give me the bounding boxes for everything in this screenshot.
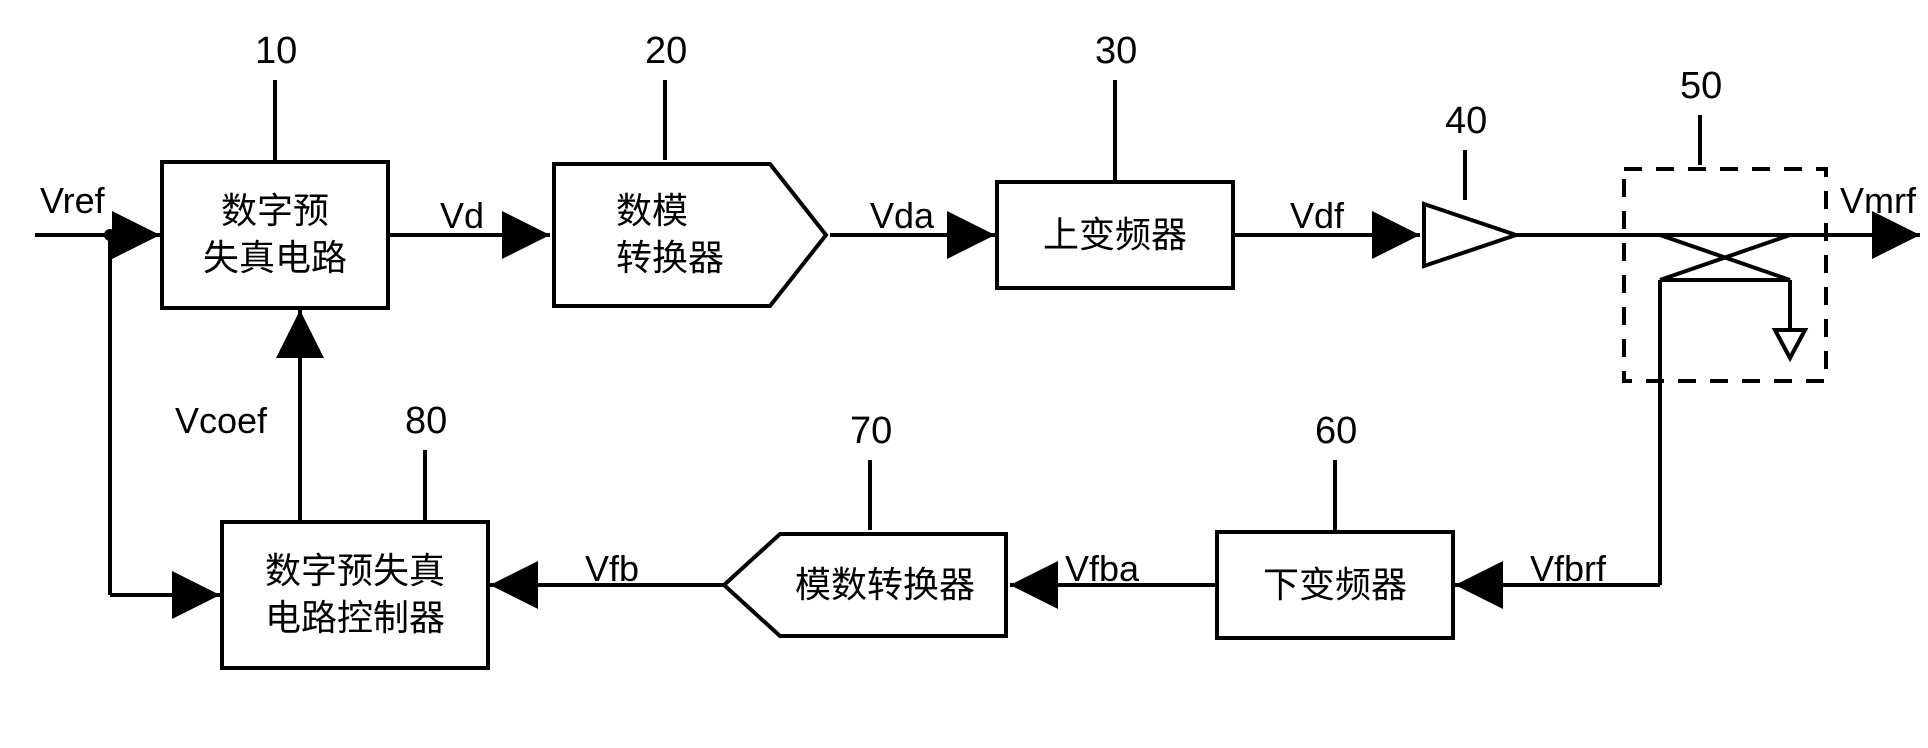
label-20: 20 bbox=[645, 30, 687, 73]
label-60: 60 bbox=[1315, 410, 1357, 453]
block-amplifier bbox=[1420, 200, 1520, 270]
block-upconverter-text: 上变频器 bbox=[1043, 212, 1187, 259]
block-dac-text-container: 数模 转换器 bbox=[550, 160, 790, 310]
label-10: 10 bbox=[255, 30, 297, 73]
block-predistortion: 数字预 失真电路 bbox=[160, 160, 390, 310]
block-downconverter: 下变频器 bbox=[1215, 530, 1455, 640]
block-dac-text: 数模 转换器 bbox=[616, 188, 724, 282]
label-80: 80 bbox=[405, 400, 447, 443]
block-adc-text: 模数转换器 bbox=[795, 562, 975, 609]
block-predistortion-text: 数字预 失真电路 bbox=[203, 188, 347, 282]
block-adc-text-container: 模数转换器 bbox=[760, 530, 1010, 640]
block-controller-text: 数字预失真 电路控制器 bbox=[265, 548, 445, 642]
signal-vfbrf: Vfbrf bbox=[1530, 548, 1606, 590]
block-downconverter-text: 下变频器 bbox=[1263, 562, 1407, 609]
signal-vfba: Vfba bbox=[1065, 548, 1139, 590]
block-coupler bbox=[1620, 165, 1830, 385]
signal-vdf: Vdf bbox=[1290, 195, 1344, 237]
label-30: 30 bbox=[1095, 30, 1137, 73]
label-40: 40 bbox=[1445, 100, 1487, 143]
signal-vref: Vref bbox=[40, 180, 105, 222]
signal-vmrf: Vmrf bbox=[1840, 180, 1916, 222]
block-controller: 数字预失真 电路控制器 bbox=[220, 520, 490, 670]
signal-vd: Vd bbox=[440, 195, 484, 237]
signal-vfb: Vfb bbox=[585, 548, 639, 590]
label-50: 50 bbox=[1680, 65, 1722, 108]
signal-vcoef: Vcoef bbox=[175, 400, 267, 442]
label-70: 70 bbox=[850, 410, 892, 453]
signal-vda: Vda bbox=[870, 195, 934, 237]
block-upconverter: 上变频器 bbox=[995, 180, 1235, 290]
